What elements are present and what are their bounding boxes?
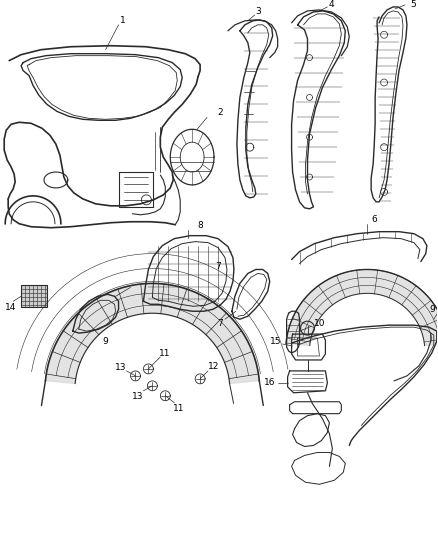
Polygon shape bbox=[46, 284, 259, 384]
Text: 9: 9 bbox=[103, 336, 109, 345]
Text: 5: 5 bbox=[410, 1, 416, 10]
Text: 3: 3 bbox=[255, 7, 261, 17]
Text: 16: 16 bbox=[264, 378, 276, 387]
Text: 11: 11 bbox=[173, 404, 184, 413]
Text: 12: 12 bbox=[208, 362, 220, 372]
Text: 6: 6 bbox=[371, 215, 377, 224]
Text: 9: 9 bbox=[429, 305, 434, 314]
Text: 13: 13 bbox=[115, 364, 126, 373]
Text: 2: 2 bbox=[217, 108, 223, 117]
Text: 4: 4 bbox=[328, 1, 334, 10]
Bar bbox=[21, 285, 47, 307]
Text: 7: 7 bbox=[217, 319, 223, 328]
Polygon shape bbox=[286, 270, 438, 345]
Text: 10: 10 bbox=[314, 319, 325, 328]
Text: 13: 13 bbox=[132, 392, 143, 401]
Text: 11: 11 bbox=[159, 349, 170, 358]
Text: 14: 14 bbox=[4, 303, 16, 312]
Text: 8: 8 bbox=[197, 221, 203, 230]
Text: 1: 1 bbox=[120, 17, 125, 26]
Text: 7: 7 bbox=[215, 262, 221, 271]
Text: 15: 15 bbox=[270, 336, 282, 345]
